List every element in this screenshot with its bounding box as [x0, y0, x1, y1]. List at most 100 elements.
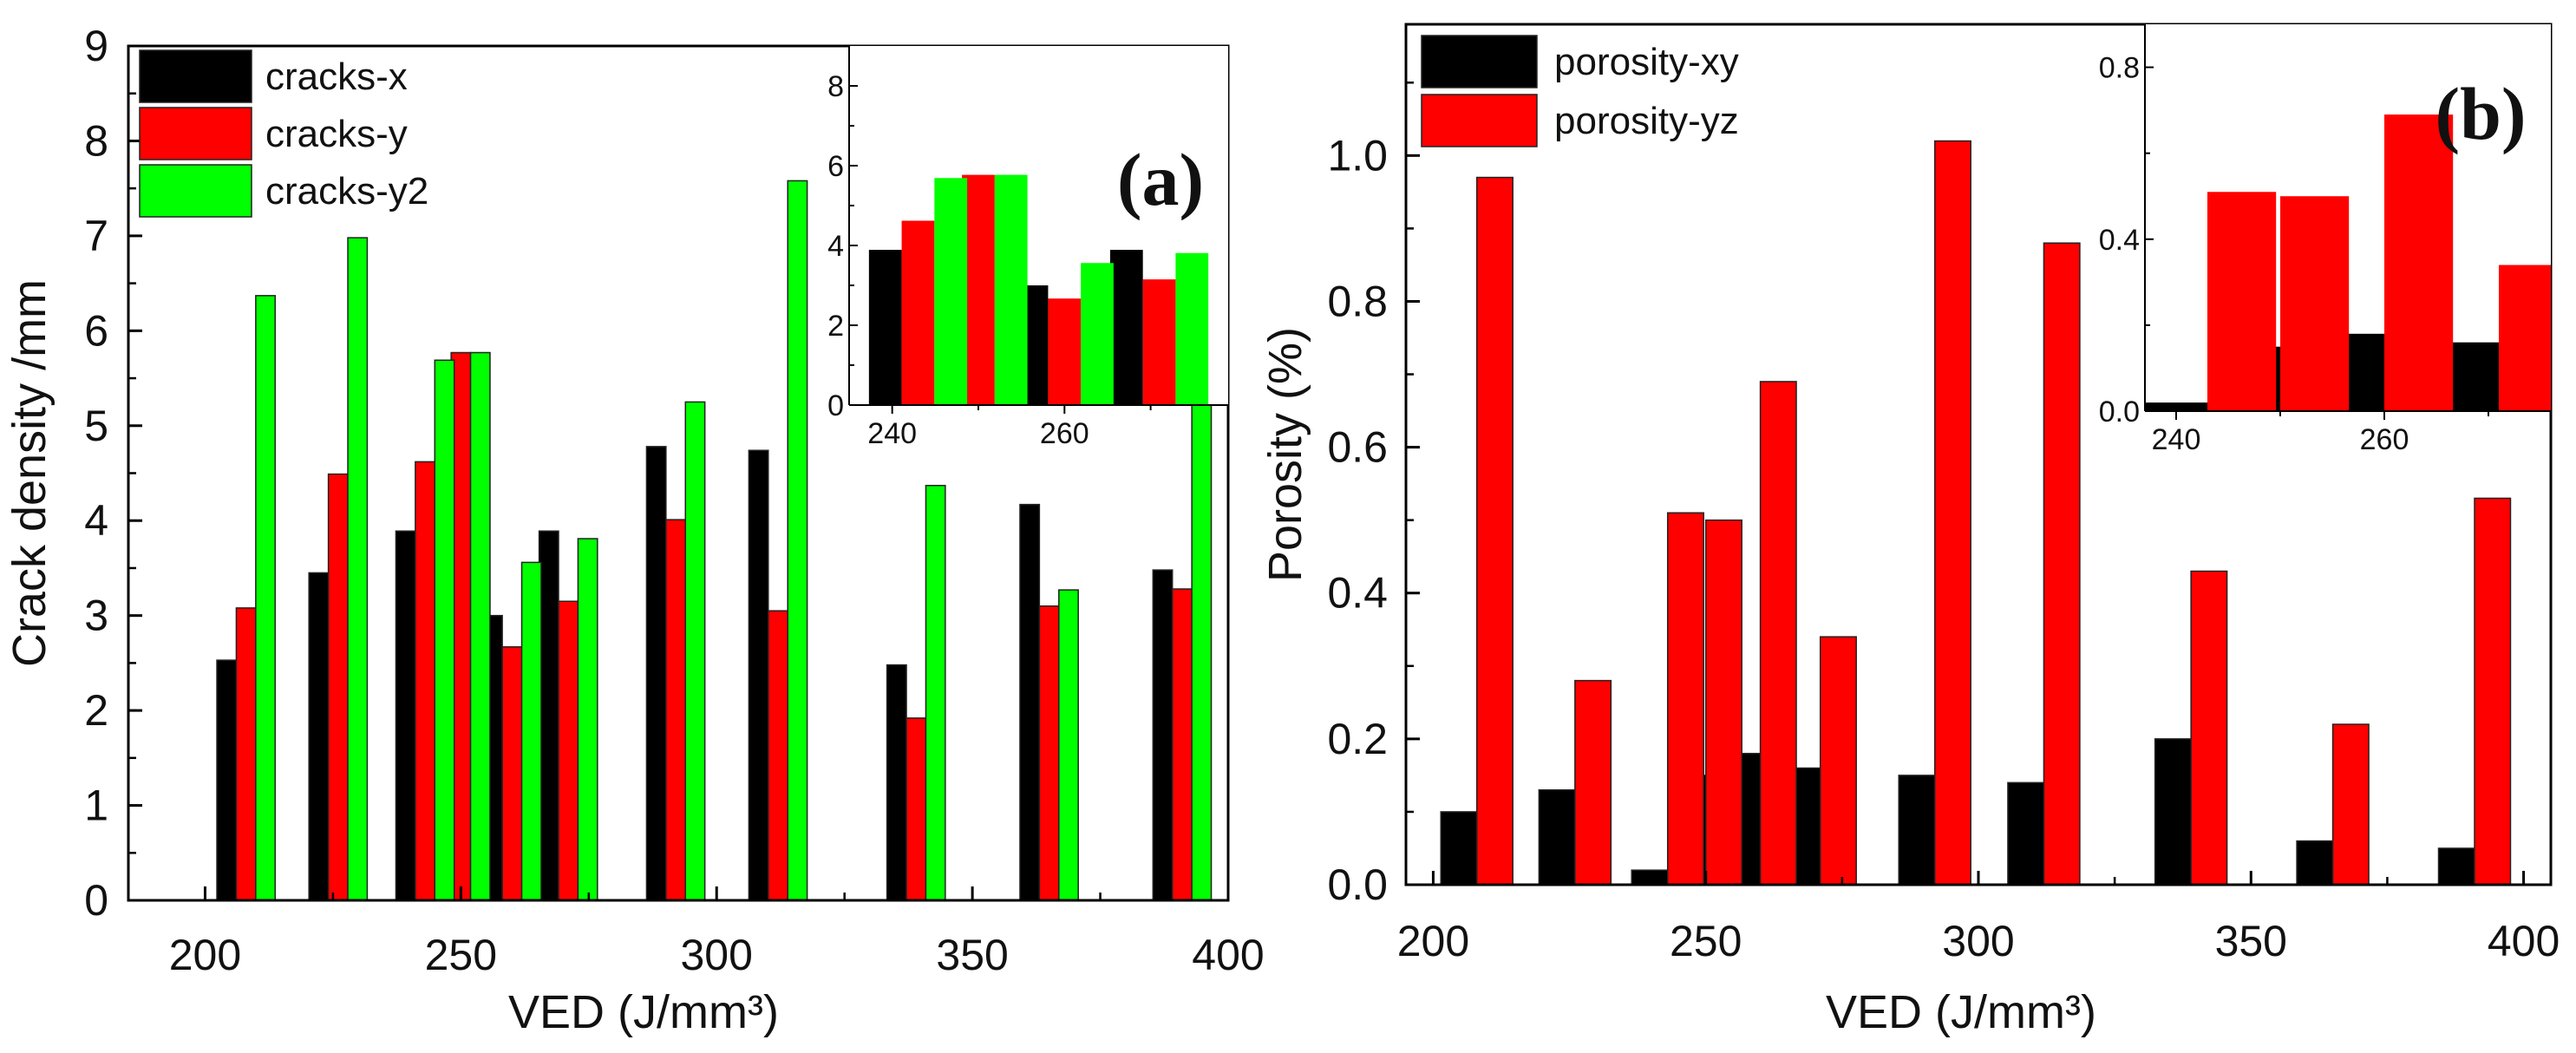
inset-x-tick-label: 260: [1040, 417, 1089, 450]
bar-porosity-yz-365: [2331, 723, 2370, 886]
y-tick-label: 0.6: [1327, 423, 1388, 472]
y-tick-label: 6: [84, 306, 108, 355]
bar-porosity-yz-226: [1574, 679, 1612, 886]
inset-bars: [868, 174, 1209, 405]
x-tick-label: 300: [1942, 917, 2014, 965]
bar-cracks-x-312: [748, 449, 769, 901]
bar-cracks-y-312: [768, 610, 788, 901]
panel-label: (b): [2435, 72, 2526, 155]
bar-cracks-y2-365: [1058, 589, 1079, 901]
inset-bars: [2145, 114, 2551, 411]
bar-porosity-xy-391: [2437, 847, 2475, 886]
bar-cracks-x-208: [216, 659, 238, 901]
bar-porosity-xy-292: [1898, 775, 1936, 886]
bar-porosity-yz-312: [2043, 242, 2081, 886]
x-tick-label: 400: [1192, 931, 1264, 979]
x-tick-label: 350: [936, 931, 1008, 979]
inset-bar-cracks-y2-260: [1081, 263, 1114, 405]
bar-porosity-xy-243: [1631, 869, 1669, 886]
bar-cracks-y2-391: [1191, 330, 1213, 901]
inset-bar-porosity-yz-250: [2280, 196, 2350, 411]
bar-cracks-y2-292: [684, 401, 706, 901]
bar-porosity-xy-208: [1440, 811, 1478, 886]
y-tick-label: 4: [84, 496, 108, 545]
chart-panel-1: 0.0 0.2 0.4 0.6 0.8 1.0 200 250 300 350 400 VED (J/…: [1259, 23, 2560, 1038]
inset-y-tick-label: 6: [827, 150, 844, 183]
legend-label: porosity-yz: [1554, 100, 1739, 142]
y-tick-label: 2: [84, 686, 108, 735]
legend-swatch-cracks-y: [139, 107, 252, 160]
legend-swatch-cracks-x: [139, 49, 252, 103]
bar-cracks-y-391: [1171, 588, 1193, 901]
y-axis-title: Crack density /mm: [3, 279, 56, 667]
bar-porosity-xy-339: [2154, 738, 2192, 886]
legend-label: cracks-y: [265, 113, 408, 155]
bar-cracks-y-260: [501, 646, 523, 901]
inset-bar-porosity-yz-260: [2384, 114, 2454, 411]
bar-porosity-xy-312: [2007, 782, 2045, 886]
inset-bar-cracks-y-250: [962, 174, 995, 405]
y-tick-label: 0.8: [1327, 277, 1388, 325]
bar-porosity-xy-226: [1538, 788, 1576, 886]
inset-bar-cracks-y-243: [901, 220, 935, 405]
y-axis-title: Porosity (%): [1259, 327, 1311, 582]
legend-swatch-porosity-yz: [1421, 94, 1538, 147]
bar-cracks-x-292: [645, 446, 667, 901]
y-tick-label: 0.0: [1327, 860, 1388, 909]
inset-bar-cracks-y2-243: [934, 178, 968, 405]
bar-cracks-y2-312: [787, 180, 808, 901]
bar-cracks-y2-208: [255, 295, 277, 901]
y-tick-label: 8: [84, 116, 108, 165]
bar-porosity-yz-250: [1704, 519, 1742, 886]
inset-x-tick-label: 260: [2360, 423, 2409, 456]
x-axis-title: VED (J/mm³): [1826, 986, 2096, 1038]
legend-swatch-porosity-xy: [1421, 35, 1538, 88]
y-tick-label: 5: [84, 402, 108, 450]
bar-cracks-y2-271: [577, 538, 598, 901]
inset-y-tick-label: 4: [827, 230, 844, 263]
bar-cracks-y-292: [665, 519, 687, 901]
x-tick-label: 250: [1670, 917, 1742, 965]
inset-y-tick-label: 2: [827, 310, 844, 343]
x-tick-label: 300: [681, 931, 753, 979]
bar-cracks-x-391: [1152, 569, 1174, 901]
y-tick-label: 7: [84, 212, 108, 260]
inset-y-tick-label: 0: [827, 389, 844, 422]
legend-label: cracks-x: [265, 56, 408, 98]
inset-bar-porosity-xy-243: [2145, 402, 2207, 411]
bar-cracks-y-339: [906, 717, 927, 901]
bar-cracks-x-365: [1019, 503, 1041, 901]
y-tick-label: 0.2: [1327, 715, 1388, 763]
inset-x-tick-label: 240: [2152, 423, 2201, 456]
x-axis-title: VED (J/mm³): [508, 986, 779, 1038]
x-tick-label: 350: [2215, 917, 2287, 965]
legend-label: cracks-y2: [265, 170, 428, 213]
bar-porosity-yz-243: [1666, 512, 1704, 886]
bar-porosity-yz-391: [2474, 497, 2512, 886]
y-tick-label: 3: [84, 592, 108, 640]
bar-cracks-y-365: [1038, 605, 1060, 901]
x-tick-label: 250: [425, 931, 497, 979]
inset-bar-cracks-x-271: [1109, 250, 1143, 405]
bar-cracks-x-271: [538, 530, 559, 901]
bar-porosity-yz-271: [1819, 636, 1857, 886]
bar-cracks-y2-339: [925, 484, 946, 901]
bar-cracks-x-243: [395, 530, 416, 901]
y-tick-label: 0: [84, 876, 108, 925]
inset-bar-cracks-x-243: [868, 250, 902, 405]
bar-cracks-y-208: [235, 607, 257, 901]
legend-swatch-cracks-y2: [139, 164, 252, 218]
bar-porosity-yz-292: [1933, 140, 1971, 886]
inset-y-tick-label: 0.0: [2099, 396, 2140, 428]
y-tick-label: 0.4: [1327, 569, 1388, 618]
inset-bar-cracks-y2-271: [1175, 252, 1209, 405]
y-tick-label: 9: [84, 22, 108, 70]
panel-label: (a): [1117, 138, 1204, 221]
bar-cracks-y-271: [558, 600, 579, 901]
bar-porosity-xy-365: [2296, 840, 2334, 886]
inset-y-tick-label: 8: [827, 70, 844, 103]
x-tick-label: 200: [169, 931, 241, 979]
inset-x-tick-label: 240: [867, 417, 917, 450]
inset-y-tick-label: 0.4: [2099, 224, 2140, 257]
